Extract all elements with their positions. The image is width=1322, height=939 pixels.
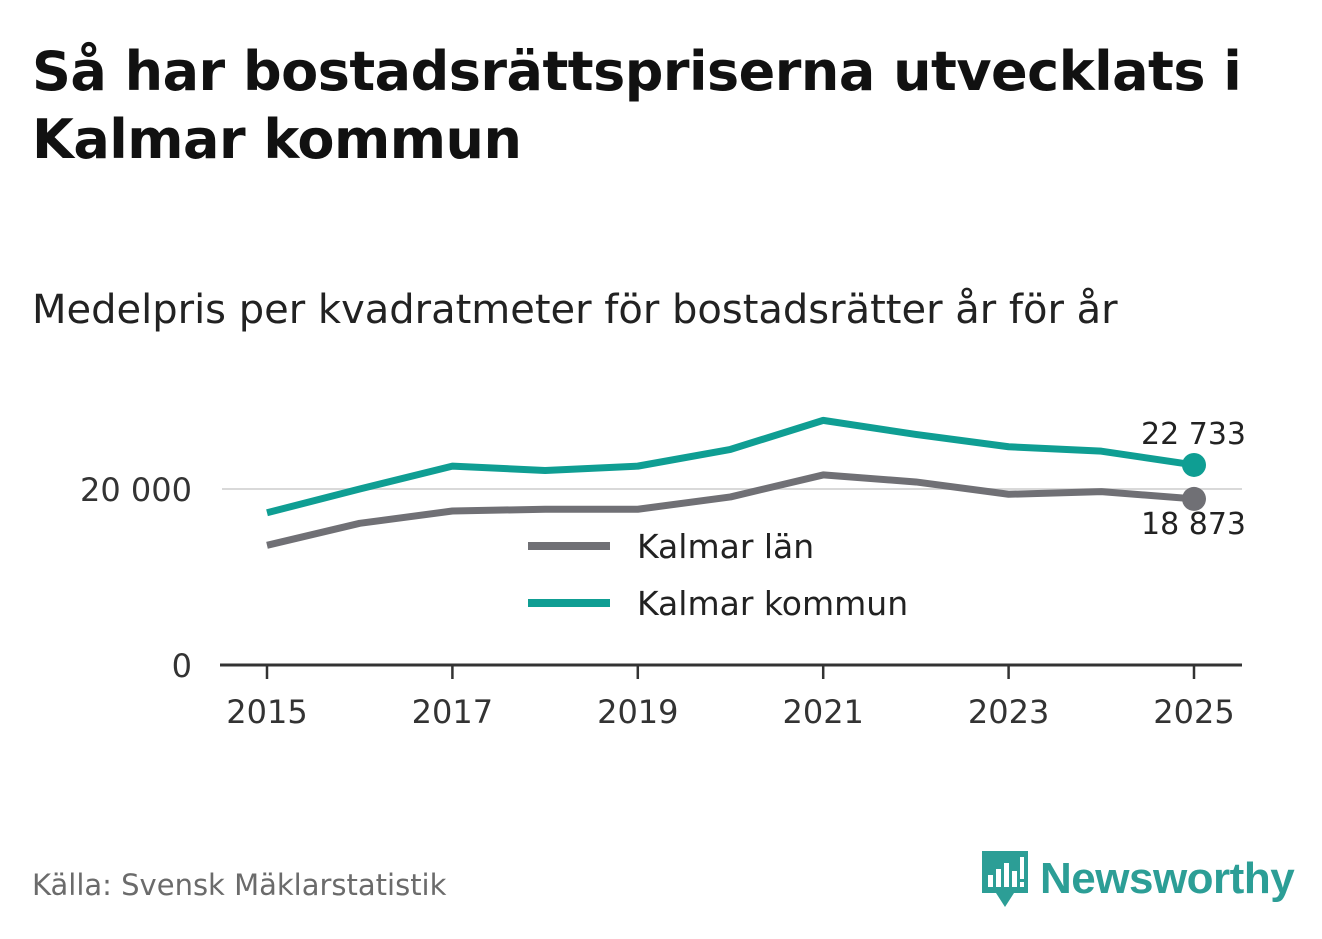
x-tick-label: 2023 xyxy=(968,693,1049,731)
legend-label-0: Kalmar län xyxy=(637,527,814,566)
y-tick-label: 0 xyxy=(172,647,192,685)
series-line-1 xyxy=(266,416,1195,517)
chart-title: Så har bostadsrättspriserna utvecklats i… xyxy=(32,40,1242,171)
x-tick-label: 2025 xyxy=(1153,693,1234,731)
newsworthy-logo-icon xyxy=(982,851,1028,907)
brand-logo: Newsworthy xyxy=(980,849,1295,909)
legend-label-1: Kalmar kommun xyxy=(637,584,908,623)
x-tick-label: 2019 xyxy=(597,693,678,731)
chart-subtitle: Medelpris per kvadratmeter för bostadsrä… xyxy=(32,287,1118,333)
end-label-kalmar-lan: 18 873 xyxy=(1141,507,1246,542)
series-end-point-0 xyxy=(1182,486,1206,511)
x-tick-label: 2017 xyxy=(412,693,493,731)
series-end-point-1 xyxy=(1182,452,1206,477)
source-note: Källa: Svensk Mäklarstatistik xyxy=(32,868,447,902)
end-label-kalmar-kommun: 22 733 xyxy=(1141,417,1246,452)
series-line-0 xyxy=(266,471,1195,549)
x-tick-label: 2015 xyxy=(226,693,307,731)
x-tick-label: 2021 xyxy=(782,693,863,731)
y-tick-label: 20 000 xyxy=(80,471,192,509)
brand-name: Newsworthy xyxy=(1040,854,1295,903)
